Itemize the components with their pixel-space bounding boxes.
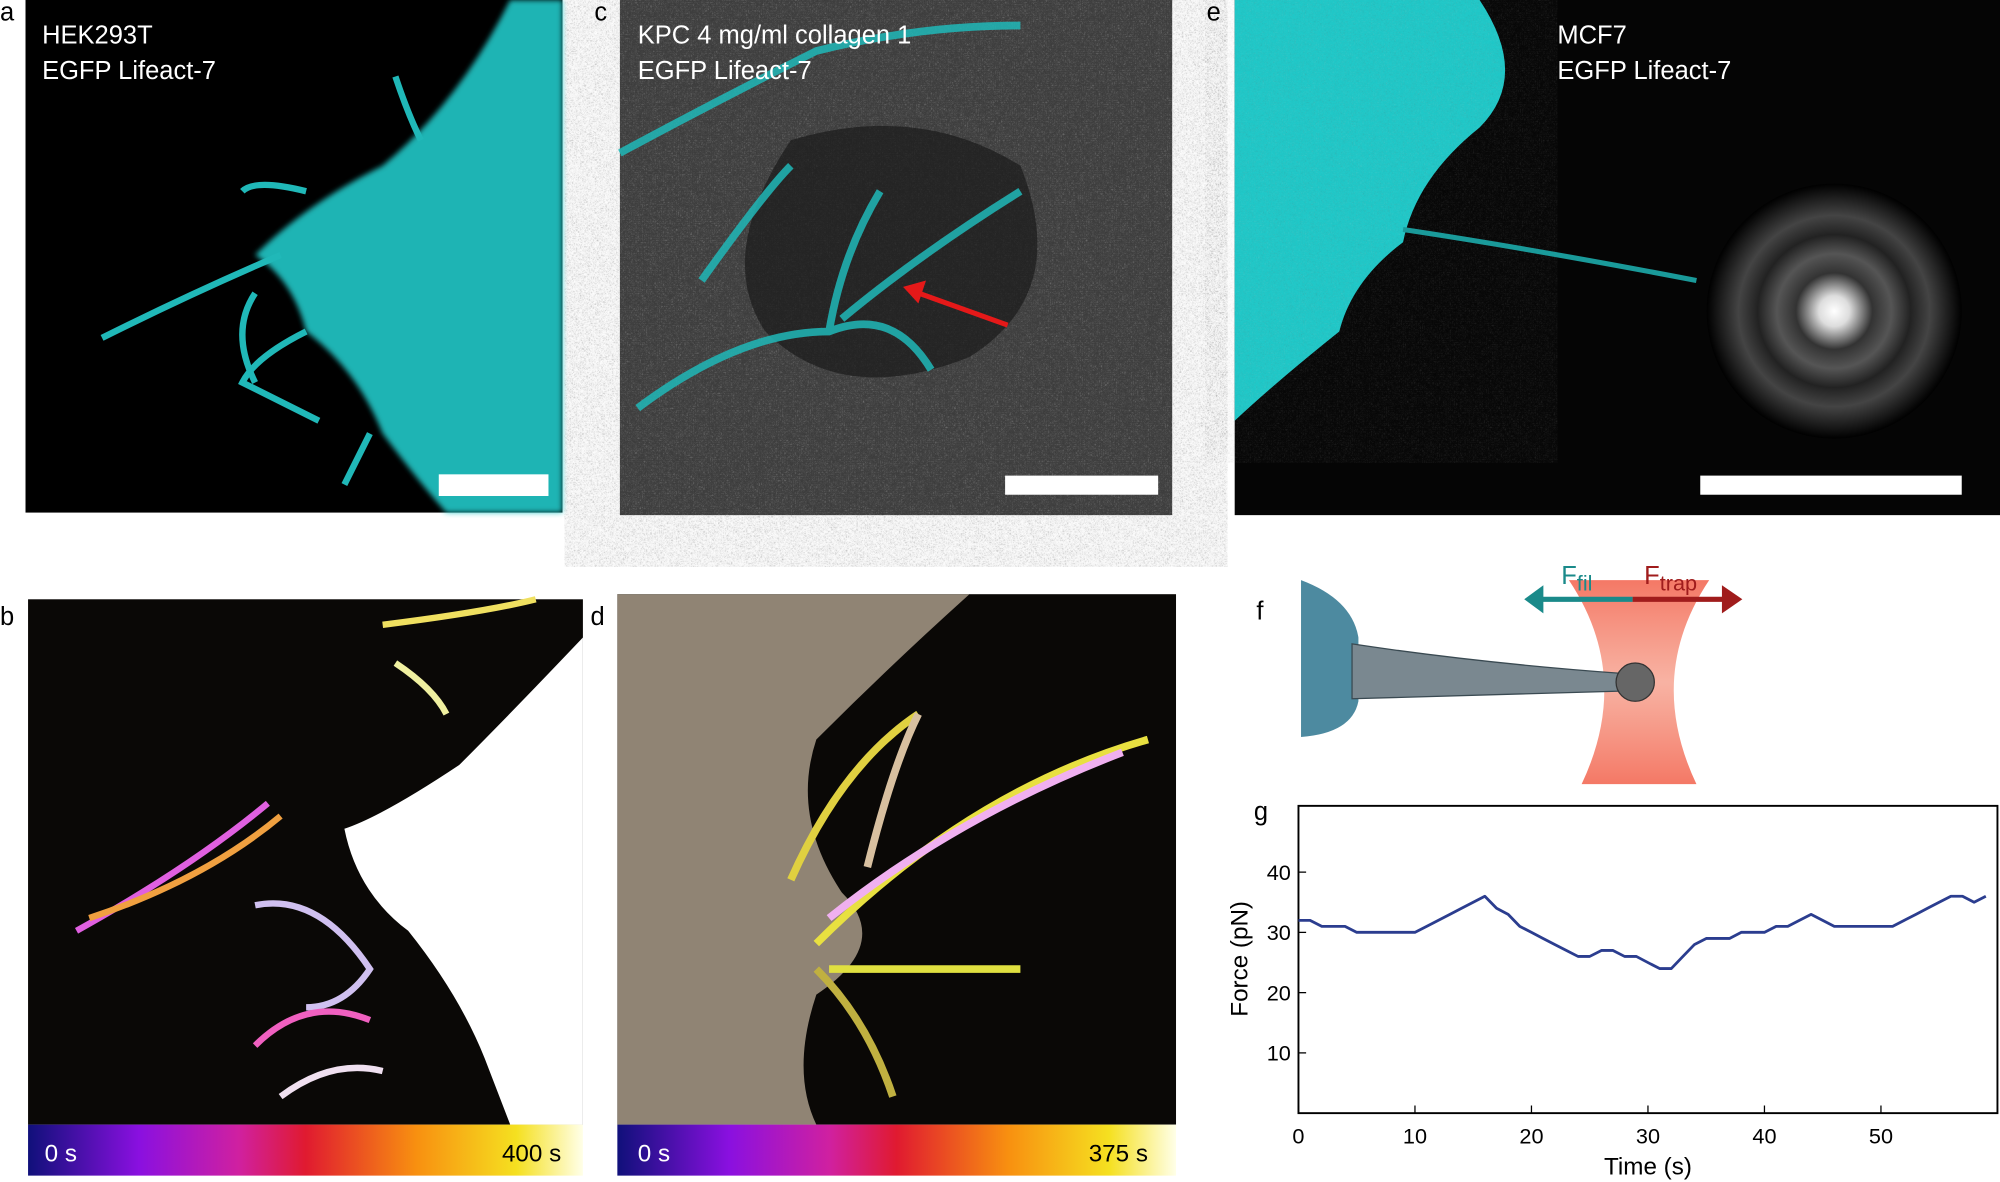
panel-letter: g — [1254, 798, 1268, 826]
x-tick-label: 0 — [1292, 1124, 1304, 1149]
colorbar-end: 400 s — [502, 1141, 561, 1168]
cell-line: HEK293T — [42, 21, 153, 49]
panel-a: HEK293T EGFP Lifeact-7 a — [0, 0, 563, 513]
filopodium — [1351, 643, 1621, 700]
symbol: F — [1644, 562, 1660, 590]
y-tick-label: 10 — [1267, 1041, 1291, 1066]
panel-c: KPC 4 mg/ml collagen 1 EGFP Lifeact-7 c — [594, 0, 1173, 516]
filopodia — [74, 596, 537, 1100]
x-tick-label: 40 — [1752, 1124, 1776, 1149]
x-tick-label: 30 — [1636, 1124, 1660, 1149]
x-tick-label: 10 — [1403, 1124, 1427, 1149]
dark-region — [744, 125, 1038, 378]
cell-line: MCF7 — [1557, 21, 1626, 49]
scale-bar — [438, 474, 549, 497]
marker: EGFP Lifeact-7 — [42, 57, 216, 85]
data-line — [1298, 894, 1987, 970]
panel-letter: c — [594, 0, 607, 26]
filopodia — [787, 710, 1150, 1098]
filopodia — [100, 75, 424, 486]
panel-letter: b — [0, 603, 14, 631]
y-tick-label: 30 — [1267, 920, 1291, 945]
arrow-head — [903, 280, 927, 304]
subscript: fil — [1577, 570, 1593, 595]
arrow-head — [1721, 585, 1743, 614]
scale-bar — [1005, 475, 1159, 495]
cell-line: KPC 4 mg/ml collagen 1 — [638, 21, 912, 49]
panel-e: MCF7 EGFP Lifeact-7 e — [1207, 0, 2000, 516]
y-tick-label: 20 — [1267, 980, 1291, 1005]
x-tick-label: 50 — [1869, 1124, 1893, 1149]
y-tick-label: 40 — [1267, 860, 1291, 885]
marker: EGFP Lifeact-7 — [638, 57, 812, 85]
arrow — [911, 288, 1009, 328]
cell-body — [617, 594, 970, 1125]
cell-edge — [1301, 580, 1359, 737]
scale-bar — [1700, 475, 1962, 495]
arrow-head — [1524, 585, 1544, 614]
panel-b: 0 s 400 s b — [0, 596, 583, 1176]
bead — [1615, 662, 1655, 702]
colorbar-end: 375 s — [1089, 1141, 1148, 1168]
panel-letter: f — [1256, 598, 1264, 626]
colorbar-start: 0 s — [638, 1141, 670, 1168]
filament-force-label: Ffil — [1561, 562, 1592, 595]
cell-body — [344, 637, 583, 1125]
panel-f: Ffil Ftrap f — [1256, 562, 1743, 785]
trapped-bead — [1706, 183, 1962, 439]
panel-letter: a — [0, 0, 15, 26]
subscript: trap — [1660, 570, 1697, 595]
colorbar — [617, 1124, 1177, 1176]
panel-d: 0 s 375 s d — [591, 594, 1177, 1176]
y-axis-label: Force (pN) — [1226, 901, 1253, 1017]
colorbar-start: 0 s — [45, 1141, 77, 1168]
marker: EGFP Lifeact-7 — [1557, 57, 1731, 85]
symbol: F — [1561, 562, 1577, 590]
trap-force-label: Ftrap — [1644, 562, 1697, 595]
filopodium — [1402, 226, 1697, 284]
x-tick-label: 20 — [1519, 1124, 1543, 1149]
cell-body — [255, 0, 563, 513]
panel-letter: d — [591, 603, 605, 631]
filopodia — [618, 21, 1023, 412]
image-texture — [1234, 0, 1529, 421]
panel-g: g Time (s) Force (pN) 0 10 20 30 40 50 10 20 30 4… — [1226, 798, 1999, 1180]
panel-letter: e — [1207, 0, 1221, 26]
colorbar — [28, 1124, 583, 1176]
plot-frame — [1297, 804, 1999, 1115]
x-axis-label: Time (s) — [1604, 1153, 1692, 1180]
